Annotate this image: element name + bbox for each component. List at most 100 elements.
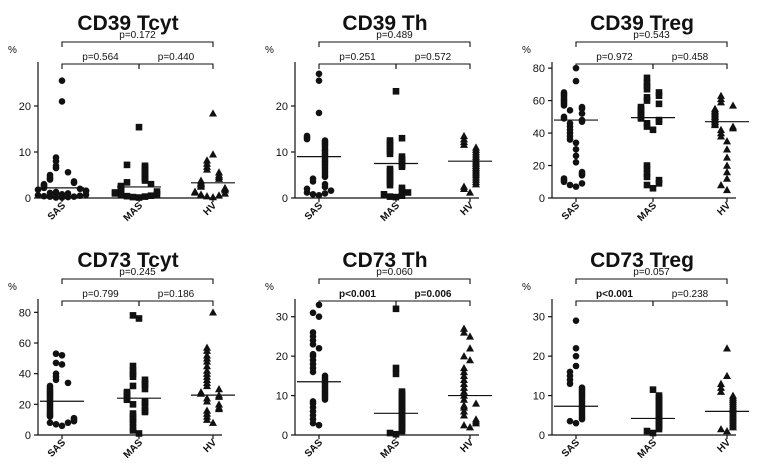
- y-axis-label: %: [522, 45, 531, 56]
- data-point-mas: [153, 188, 161, 195]
- x-category-label: SAS: [560, 200, 583, 223]
- data-point-mas: [643, 162, 651, 169]
- data-point-hv: [460, 363, 468, 372]
- data-point-sas: [321, 190, 329, 197]
- data-point-mas: [129, 362, 137, 370]
- p-value-label: p=0.251: [339, 52, 376, 63]
- data-point-sas: [309, 309, 317, 317]
- data-point-sas: [572, 145, 580, 153]
- y-tick-label: 80: [19, 307, 31, 319]
- data-point-hv: [466, 423, 474, 431]
- data-point-mas: [392, 193, 400, 201]
- data-point-hv: [191, 187, 199, 195]
- data-point-sas: [572, 352, 580, 360]
- p-value-label: p=0.057: [633, 267, 670, 278]
- y-tick-label: 40: [19, 369, 31, 381]
- x-category-label: HV: [716, 200, 734, 218]
- data-point-hv: [460, 328, 468, 336]
- y-axis-label: %: [522, 282, 531, 293]
- data-point-hv: [203, 394, 211, 402]
- p-value-label: p=0.458: [672, 52, 709, 63]
- x-category-label: HV: [202, 437, 220, 455]
- y-tick-label: 0: [25, 430, 31, 442]
- x-category-label: MAS: [122, 437, 146, 461]
- data-point-sas: [82, 187, 90, 194]
- data-point-sas: [572, 77, 580, 85]
- data-point-sas: [46, 382, 54, 390]
- data-point-mas: [649, 386, 657, 393]
- significance-bracket: [318, 300, 397, 306]
- y-tick-label: 80: [533, 63, 545, 75]
- significance-bracket: [575, 300, 654, 306]
- data-point-sas: [572, 139, 580, 147]
- data-point-mas: [643, 170, 651, 177]
- x-category-label: HV: [459, 200, 477, 218]
- significance-bracket: [61, 41, 214, 47]
- y-tick-label: 30: [533, 312, 545, 324]
- significance-bracket: [61, 300, 140, 306]
- data-point-hv: [203, 351, 211, 359]
- significance-bracket: [575, 278, 728, 284]
- data-point-hv: [466, 344, 474, 352]
- data-point-hv: [460, 421, 468, 429]
- data-point-hv: [466, 188, 474, 196]
- data-point-mas: [655, 392, 663, 399]
- data-point-sas: [327, 187, 335, 194]
- y-tick-label: 20: [276, 101, 288, 113]
- data-point-mas: [398, 134, 406, 142]
- data-point-sas: [572, 419, 580, 427]
- x-category-label: SAS: [46, 437, 69, 460]
- data-point-mas: [386, 429, 394, 437]
- x-category-label: MAS: [379, 437, 403, 461]
- data-point-mas: [637, 103, 645, 111]
- data-point-sas: [315, 77, 323, 84]
- x-category-label: MAS: [636, 437, 660, 461]
- panel-title: CD73 Th: [342, 249, 427, 272]
- data-point-mas: [129, 410, 137, 417]
- data-point-sas: [40, 180, 48, 188]
- data-point-hv: [460, 407, 468, 415]
- significance-bracket: [318, 63, 397, 69]
- y-tick-label: 0: [539, 430, 545, 442]
- data-point-hv: [717, 425, 725, 433]
- data-point-hv: [466, 356, 474, 364]
- data-point-sas: [315, 421, 323, 429]
- y-tick-label: 10: [533, 391, 545, 403]
- data-point-sas: [560, 113, 568, 121]
- data-point-hv: [472, 415, 480, 423]
- y-axis-label: %: [8, 282, 17, 293]
- data-point-sas: [309, 398, 317, 405]
- x-category-label: MAS: [636, 200, 660, 224]
- data-point-sas: [309, 175, 317, 182]
- data-point-hv: [460, 367, 468, 376]
- data-point-hv: [711, 104, 719, 112]
- data-point-hv: [723, 161, 731, 169]
- significance-bracket: [395, 63, 471, 69]
- data-point-mas: [135, 315, 143, 322]
- data-point-sas: [572, 152, 580, 160]
- y-tick-label: 20: [276, 351, 288, 363]
- data-point-sas: [560, 175, 568, 182]
- significance-bracket: [138, 300, 214, 306]
- panel-title: CD73 Treg: [590, 249, 694, 272]
- p-value-label: p<0.001: [339, 289, 376, 300]
- panel-title: CD39 Tcyt: [77, 12, 178, 35]
- y-tick-label: 60: [533, 96, 545, 108]
- data-point-hv: [215, 168, 223, 176]
- data-point-mas: [649, 429, 657, 437]
- p-value-label: p=0.564: [82, 52, 119, 63]
- data-point-hv: [215, 191, 223, 199]
- panel-title: CD39 Treg: [590, 12, 694, 35]
- data-point-hv: [723, 153, 731, 161]
- p-value-label: p=0.572: [415, 52, 452, 63]
- data-point-hv: [203, 362, 211, 370]
- data-point-mas: [649, 184, 657, 192]
- data-point-hv: [729, 122, 737, 130]
- y-tick-label: 0: [25, 193, 31, 205]
- data-point-hv: [203, 156, 211, 164]
- data-point-mas: [655, 89, 663, 96]
- data-point-hv: [723, 137, 731, 145]
- x-category-label: HV: [459, 437, 477, 455]
- y-tick-label: 0: [282, 430, 288, 442]
